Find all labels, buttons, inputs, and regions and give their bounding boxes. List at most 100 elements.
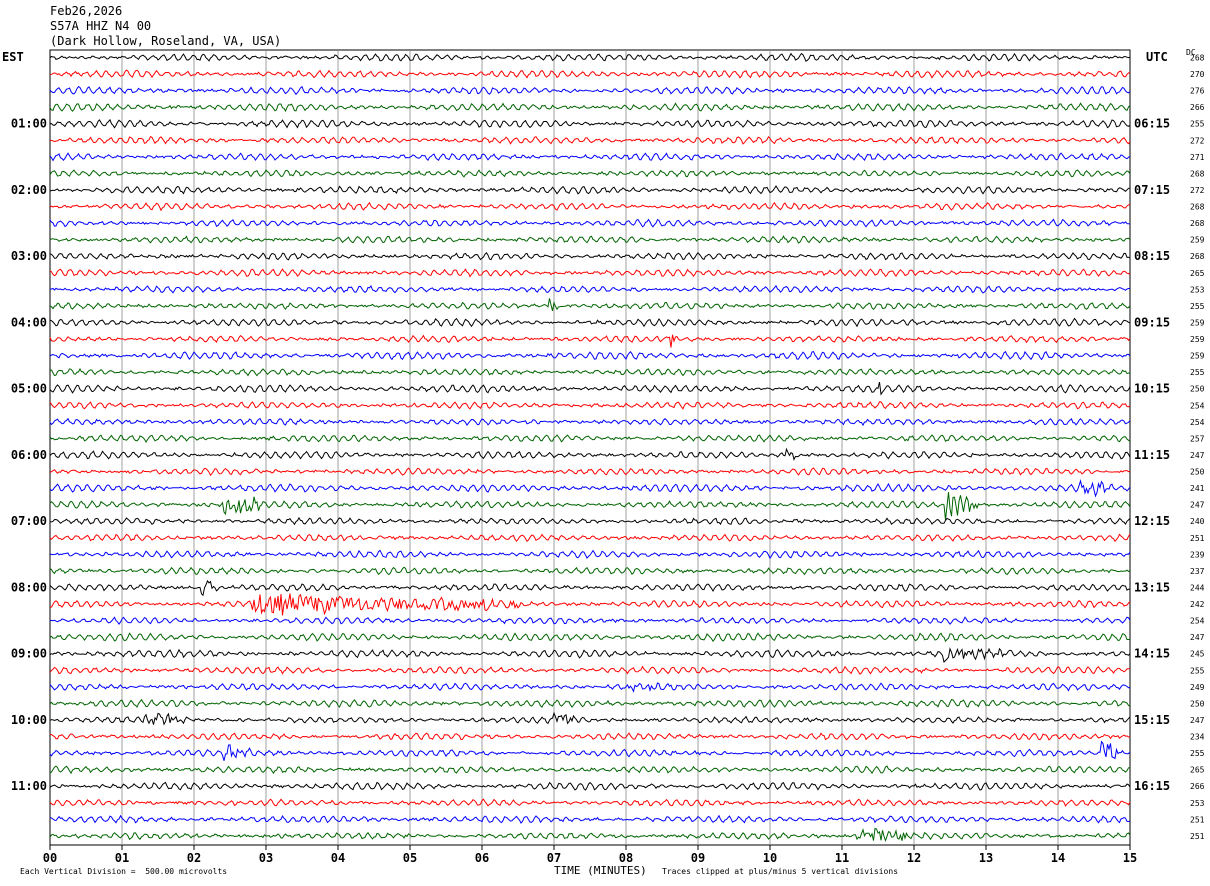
dc-offset-label: 240: [1190, 517, 1205, 526]
trace-row: [49, 434, 1131, 443]
right-hour-label: 16:15: [1134, 779, 1170, 793]
right-hour-label: 11:15: [1134, 448, 1170, 462]
dc-offset-label: 247: [1190, 501, 1205, 510]
trace-row: [49, 102, 1131, 113]
dc-offset-label: 241: [1190, 484, 1205, 493]
trace-row: [50, 516, 1131, 526]
dc-offset-label: 255: [1190, 666, 1205, 675]
trace-row: [49, 334, 1131, 348]
dc-offset-label: 255: [1190, 368, 1205, 377]
dc-offset-label: 259: [1190, 236, 1205, 245]
dc-offset-label: 254: [1190, 401, 1205, 410]
trace-row: [49, 69, 1131, 79]
right-hour-label: 08:15: [1134, 249, 1170, 263]
x-tick-label: 13: [979, 851, 993, 865]
dc-offset-label: 242: [1190, 600, 1205, 609]
dc-offset-label: 271: [1190, 153, 1205, 162]
trace-row: [49, 616, 1131, 625]
dc-offset-label: 265: [1190, 766, 1205, 775]
trace-row: [49, 218, 1131, 228]
trace-row: [49, 647, 1131, 663]
dc-offset-label: 276: [1190, 87, 1205, 96]
dc-offset-label: 259: [1190, 335, 1205, 344]
dc-offset-label: 239: [1190, 550, 1205, 559]
dc-offset-label: 254: [1190, 418, 1205, 427]
dc-offset-label: 254: [1190, 617, 1205, 626]
x-tick-label: 14: [1051, 851, 1065, 865]
right-hour-label: 06:15: [1134, 117, 1170, 131]
dc-offset-label: 268: [1190, 169, 1205, 178]
dc-offset-label: 247: [1190, 451, 1205, 460]
left-hour-label: 03:00: [11, 249, 47, 263]
trace-row: [49, 417, 1131, 427]
dc-offset-label: 255: [1190, 120, 1205, 129]
dc-offset-label: 247: [1190, 633, 1205, 642]
left-hour-label: 02:00: [11, 183, 47, 197]
trace-row: [49, 682, 1131, 693]
trace-row: [49, 765, 1131, 775]
left-hour-label: 06:00: [11, 448, 47, 462]
dc-offset-label: 249: [1190, 683, 1205, 692]
trace-row: [49, 135, 1131, 145]
x-tick-label: 00: [43, 851, 57, 865]
trace-row: [49, 152, 1131, 162]
x-tick-label: 04: [331, 851, 345, 865]
x-axis-title: TIME (MINUTES): [554, 864, 647, 877]
dc-offset-label: 250: [1190, 385, 1205, 394]
dc-offset-label: 250: [1190, 468, 1205, 477]
trace-row: [49, 185, 1131, 195]
dc-offset-label: 270: [1190, 70, 1205, 79]
dc-offset-label: 251: [1190, 832, 1205, 841]
left-hour-label: 07:00: [11, 514, 47, 528]
dc-offset-label: 265: [1190, 269, 1205, 278]
header-station: S57A HHZ N4 00: [50, 19, 152, 33]
trace-row: [49, 781, 1131, 791]
trace-row: [49, 798, 1131, 807]
right-hour-label: 12:15: [1134, 514, 1170, 528]
clip-note: Traces clipped at plus/minus 5 vertical …: [662, 867, 899, 876]
dc-offset-label: 251: [1190, 815, 1205, 824]
x-tick-label: 08: [619, 851, 633, 865]
dc-column-label: DC: [1186, 48, 1196, 57]
trace-row: [49, 593, 1131, 616]
left-hour-label: 01:00: [11, 117, 47, 131]
dc-offset-label: 253: [1190, 799, 1205, 808]
right-hour-label: 09:15: [1134, 315, 1170, 329]
trace-row: [49, 52, 1131, 62]
dc-offset-label: 272: [1190, 186, 1205, 195]
right-hour-label: 10:15: [1134, 382, 1170, 396]
dc-offset-label: 268: [1190, 203, 1205, 212]
left-hour-label: 09:00: [11, 647, 47, 661]
dc-offset-label: 253: [1190, 285, 1205, 294]
dc-offset-label: 247: [1190, 716, 1205, 725]
x-tick-label: 03: [259, 851, 273, 865]
dc-offset-label: 266: [1190, 782, 1205, 791]
left-hour-label: 10:00: [11, 713, 47, 727]
trace-row: [49, 479, 1131, 498]
left-hour-label: 05:00: [11, 382, 47, 396]
trace-row: [49, 698, 1131, 709]
trace-row: [49, 298, 1131, 312]
trace-row: [49, 367, 1131, 377]
trace-row: [49, 711, 1131, 726]
right-hour-label: 15:15: [1134, 713, 1170, 727]
trace-row: [49, 665, 1130, 675]
trace-row: [49, 85, 1131, 96]
dc-offset-label: 268: [1190, 252, 1205, 261]
scale-note: Each Vertical Division = 500.00 microvol…: [20, 867, 228, 876]
dc-offset-label: 259: [1190, 352, 1205, 361]
header-date: Feb26,2026: [50, 4, 123, 18]
trace-row: [49, 251, 1131, 261]
x-tick-label: 12: [907, 851, 921, 865]
dc-offset-label: 255: [1190, 749, 1205, 758]
trace-row: [49, 579, 1131, 597]
dc-offset-label: 251: [1190, 534, 1205, 543]
trace-row: [49, 169, 1131, 178]
right-hour-label: 07:15: [1134, 183, 1170, 197]
trace-row: [49, 492, 1131, 520]
trace-row: [49, 118, 1131, 129]
trace-row: [49, 401, 1131, 410]
trace-row: [49, 317, 1131, 328]
trace-row: [49, 201, 1131, 212]
